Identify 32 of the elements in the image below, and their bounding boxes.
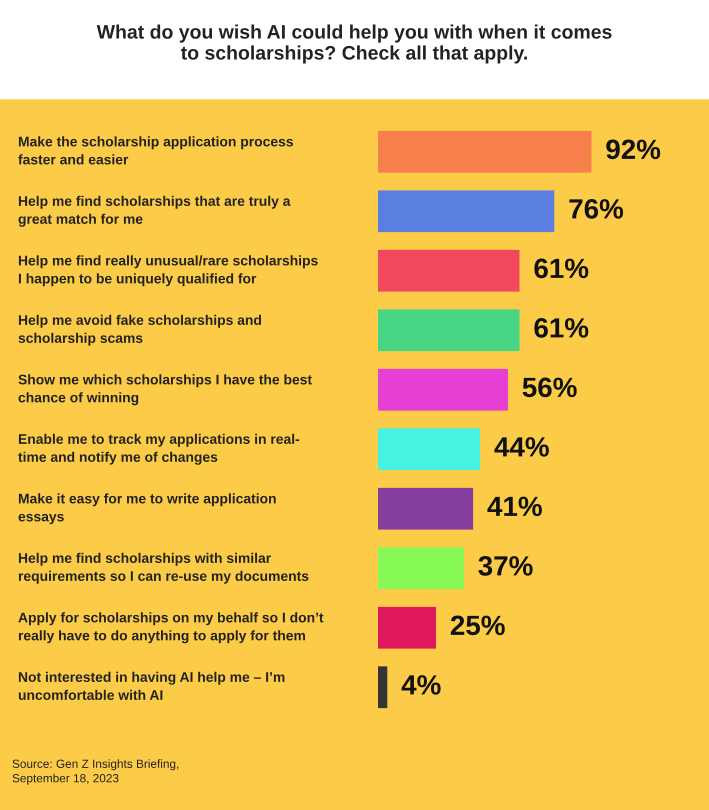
- y-tick-label: Help me find scholarships with similar requirements so I can re-use my documents: [18, 552, 308, 584]
- y-tick-label: Make the scholarship application process faster and easier: [18, 136, 293, 164]
- y-tick-label: Not interested in having AI help me – I’m uncomfortable with AI: [18, 672, 284, 700]
- data-label: 61%: [534, 318, 588, 338]
- source-note: Source: Gen Z Insights Briefing, September 18, 2023: [12, 759, 178, 785]
- y-tick-label: Show me which scholarships I have the best chance of winning: [18, 374, 312, 406]
- data-label: 37%: [478, 556, 533, 576]
- bar: [378, 250, 520, 292]
- y-tick-label: Help me avoid fake scholarships and scholarship scams: [18, 314, 261, 346]
- y-tick-label: Apply for scholarships on my behalf so I don’t really have to do anything to apply for them: [18, 612, 324, 644]
- y-tick-label: Help me find really unusual/rare scholarships I happen to be uniquely qualified for: [18, 255, 318, 286]
- data-label: 44%: [494, 437, 549, 457]
- bar: [378, 606, 436, 649]
- bar: [378, 130, 592, 173]
- data-label: 61%: [534, 258, 588, 278]
- bar: [378, 666, 388, 708]
- bar: [378, 488, 474, 530]
- data-label: 76%: [569, 199, 624, 219]
- y-tick-label: Enable me to track my applications in real- time and notify me of changes: [18, 434, 300, 465]
- data-label: 4%: [402, 675, 441, 695]
- y-tick-label: Make it easy for me to write application essays: [18, 493, 276, 524]
- bar: [378, 368, 508, 411]
- data-label: 41%: [487, 496, 542, 516]
- data-label: 56%: [522, 378, 577, 398]
- bar: [378, 428, 480, 470]
- y-tick-label: Help me find scholarships that are truly a great match for me: [18, 196, 291, 227]
- chart-title: What do you wish AI could help you with when it comes to scholarships? Check all that apply.: [96, 24, 612, 64]
- bar: [378, 190, 554, 232]
- data-label: 92%: [606, 140, 660, 160]
- bar: [378, 547, 464, 590]
- data-label: 25%: [450, 616, 505, 636]
- bar: [378, 309, 520, 352]
